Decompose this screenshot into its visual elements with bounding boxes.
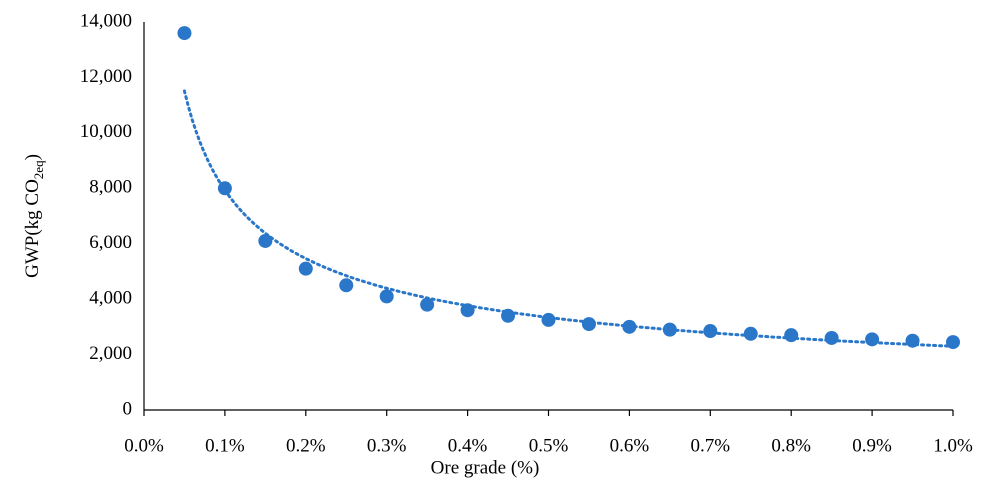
x-tick-label: 0.3% [367, 435, 407, 456]
x-tick-label: 0.5% [529, 435, 569, 456]
point [905, 333, 920, 348]
point [622, 319, 637, 334]
point [460, 303, 475, 318]
x-tick-label: 0.0% [124, 435, 164, 456]
y-tick-label: 14,000 [80, 10, 132, 31]
y-axis-title: GWP(kg CO2eq) [22, 154, 46, 278]
x-tick-label: 0.4% [448, 435, 488, 456]
y-tick-label: 10,000 [80, 121, 132, 142]
point [865, 332, 880, 347]
x-tick-label: 0.9% [852, 435, 892, 456]
x-tick-label: 0.6% [610, 435, 650, 456]
point [258, 233, 273, 248]
y-tick-label: 0 [123, 398, 133, 419]
x-tick-label: 0.7% [691, 435, 731, 456]
point [581, 317, 596, 332]
x-tick-label: 1.0% [933, 435, 973, 456]
point [946, 335, 960, 350]
point [743, 326, 758, 341]
point [298, 261, 313, 276]
y-axis-title-part: ) [22, 154, 43, 160]
x-axis-title: Ore grade (%) [431, 457, 540, 478]
x-tick-label: 0.2% [286, 435, 326, 456]
x-tick-label: 0.1% [205, 435, 245, 456]
trendline [182, 89, 955, 348]
y-tick-label: 2,000 [89, 343, 132, 364]
point [379, 289, 394, 304]
x-tick-label: 0.8% [771, 435, 811, 456]
point [217, 181, 232, 196]
y-axis-title-sub: 2eq [31, 160, 46, 179]
point [339, 278, 354, 293]
point [703, 324, 718, 339]
y-tick-label: 6,000 [89, 232, 132, 253]
point [420, 297, 435, 312]
y-tick-label: 4,000 [89, 288, 132, 309]
point [662, 322, 677, 337]
point [824, 330, 839, 345]
y-tick-label: 12,000 [80, 66, 132, 87]
point [177, 26, 192, 41]
point [541, 312, 556, 327]
point [784, 328, 799, 343]
y-tick-label: 8,000 [89, 177, 132, 198]
y-axis-title-part: GWP(kg CO [22, 179, 43, 278]
point [501, 308, 516, 323]
